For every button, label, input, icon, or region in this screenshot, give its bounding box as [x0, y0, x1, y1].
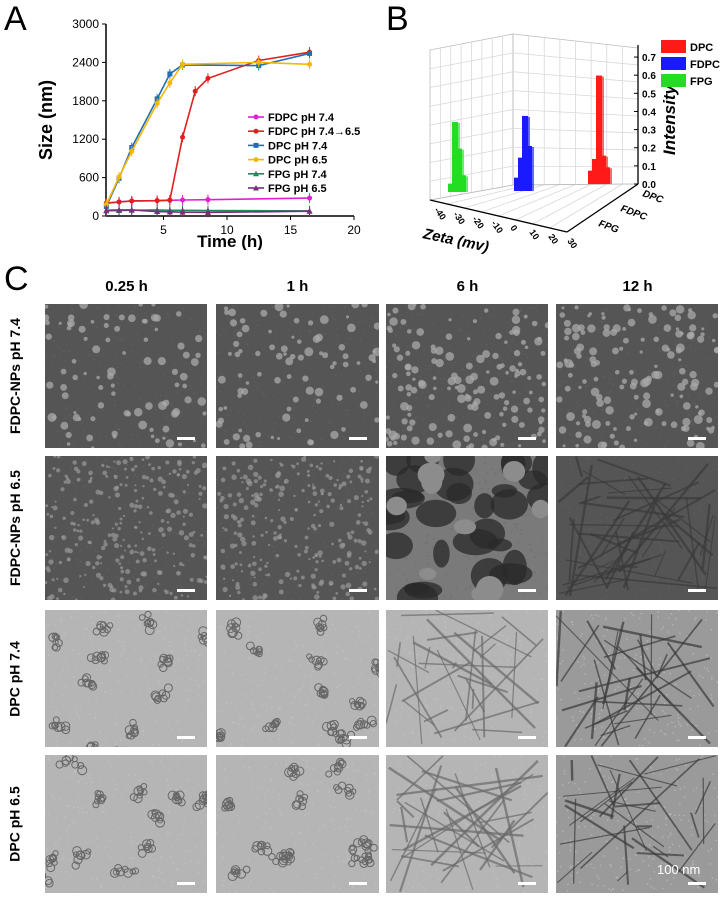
zeta-potential-3d-chart: 0.0 0.1 0.2 0.3 0.4 0.5 0.6 0.7 -40 -30 -20 -10 0 10… [421, 33, 720, 255]
tem-image-fdpc-nps-ph-6.5-6h [386, 456, 548, 600]
zeta-axis-label: Zeta (mv) [421, 225, 491, 255]
scale-bar [518, 736, 536, 739]
tem-image-dpc-ph-6.5-12h [556, 755, 718, 893]
scale-bar [518, 882, 536, 885]
scale-bar-label: 100 nm [657, 862, 701, 877]
3d-grid [429, 33, 640, 233]
scale-bar [177, 437, 195, 440]
tem-image-fdpc-nps-ph-7.4-6h [386, 304, 548, 448]
svg-text:3000: 3000 [72, 17, 99, 31]
tem-image-fdpc-nps-ph-6.5-1h [216, 456, 379, 600]
svg-text:FPG: FPG [690, 76, 713, 88]
svg-text:0.1: 0.1 [642, 162, 656, 173]
column-header-1h: 1 h [286, 278, 309, 295]
row-label-dpc-7.4: DPC pH 7.4 [7, 640, 23, 717]
chart-series [103, 47, 313, 218]
svg-text:FPG pH 6.5: FPG pH 6.5 [268, 183, 327, 195]
svg-text:0.2: 0.2 [642, 144, 656, 155]
svg-text:1800: 1800 [72, 94, 99, 108]
svg-text:DPC pH 6.5: DPC pH 6.5 [268, 155, 327, 167]
svg-text:-20: -20 [470, 214, 486, 230]
scale-bar [349, 437, 367, 440]
row-label-dpc-6.5: DPC pH 6.5 [7, 786, 23, 862]
column-header-6h: 6 h [456, 278, 479, 295]
tem-image-fdpc-nps-ph-7.4-1h [216, 304, 379, 448]
svg-text:0.0: 0.0 [642, 180, 656, 191]
svg-text:600: 600 [79, 171, 99, 185]
tem-image-dpc-ph-7.4-12h [556, 610, 718, 747]
svg-text:2400: 2400 [72, 55, 99, 69]
scale-bar [688, 589, 706, 592]
intensity-ticks: 0.0 0.1 0.2 0.3 0.4 0.5 0.6 0.7 [634, 53, 656, 191]
svg-text:FPG pH 7.4: FPG pH 7.4 [268, 169, 328, 181]
y-axis-label: Size (nm) [36, 80, 56, 160]
intensity-axis-label: Intensity [660, 84, 679, 155]
svg-text:-30: -30 [451, 210, 467, 226]
svg-text:20: 20 [347, 223, 361, 237]
svg-text:0.7: 0.7 [642, 53, 656, 64]
svg-text:0.5: 0.5 [642, 89, 656, 100]
svg-text:DPC pH 7.4: DPC pH 7.4 [268, 140, 328, 152]
scale-bar [177, 882, 195, 885]
scale-bar [349, 882, 367, 885]
scale-bar [688, 437, 706, 440]
tem-image-dpc-ph-7.4-6h [386, 610, 548, 747]
panel-label-c: C [4, 260, 29, 298]
scale-bar [518, 589, 536, 592]
svg-text:FDPC pH 7.4: FDPC pH 7.4 [268, 112, 335, 124]
tem-image-fdpc-nps-ph-6.5-0.25h [45, 456, 207, 600]
svg-text:DPC: DPC [690, 42, 713, 54]
tem-image-dpc-ph-7.4-0.25h [45, 610, 207, 747]
svg-text:-10: -10 [489, 219, 505, 235]
svg-text:30: 30 [565, 236, 579, 250]
scale-bar [688, 736, 706, 739]
3d-bars [448, 75, 612, 192]
tem-image-dpc-ph-6.5-1h [216, 755, 379, 893]
svg-text:15: 15 [284, 223, 298, 237]
svg-text:0: 0 [92, 209, 99, 223]
svg-text:FPG: FPG [597, 218, 620, 235]
tem-image-fdpc-nps-ph-7.4-12h [556, 304, 718, 448]
x-axis-label: Time (h) [197, 232, 263, 250]
svg-text:20: 20 [546, 232, 560, 246]
svg-text:FDPC: FDPC [690, 59, 720, 71]
svg-text:10: 10 [527, 228, 541, 242]
svg-text:FDPC pH 7.4→6.5: FDPC pH 7.4→6.5 [268, 126, 360, 138]
svg-text:5: 5 [160, 223, 167, 237]
svg-text:FDPC: FDPC [619, 203, 649, 223]
column-header-12h: 12 h [622, 278, 653, 295]
column-header-0.25h: 0.25 h [105, 278, 148, 295]
tem-image-dpc-ph-7.4-1h [216, 610, 379, 747]
panel-label-a: A [4, 0, 27, 38]
svg-text:0.3: 0.3 [642, 126, 656, 137]
tem-image-fdpc-nps-ph-6.5-12h [556, 456, 718, 600]
row-label-fdpc-6.5: FDPC-NPs pH 6.5 [7, 470, 24, 586]
scale-bar [177, 736, 195, 739]
scale-bar [349, 589, 367, 592]
svg-text:0: 0 [508, 223, 519, 233]
svg-text:0.4: 0.4 [642, 107, 656, 118]
svg-text:-40: -40 [432, 205, 448, 221]
scale-bar [518, 437, 536, 440]
tem-image-dpc-ph-6.5-6h [386, 755, 548, 893]
svg-text:DPC: DPC [641, 188, 665, 206]
panel-label-b: B [386, 0, 409, 38]
chart-legend: FDPC pH 7.4 FDPC pH 7.4→6.5 DPC pH 7.4 DPC … [248, 112, 360, 195]
scale-bar [177, 589, 195, 592]
scale-bar [688, 882, 706, 885]
chart-legend: DPC FDPC FPG [661, 40, 720, 88]
row-label-fdpc-7.4: FDPC-NPs pH 7.4 [7, 318, 24, 434]
scale-bar [349, 736, 367, 739]
tem-image-dpc-ph-6.5-0.25h [45, 755, 207, 893]
svg-text:0.6: 0.6 [642, 71, 656, 82]
svg-text:10: 10 [220, 223, 234, 237]
chart-axes: 0 600 1200 1800 2400 3000 5 10 15 20 [72, 17, 361, 237]
svg-text:1200: 1200 [72, 132, 99, 146]
tem-image-fdpc-nps-ph-7.4-0.25h [45, 304, 207, 448]
